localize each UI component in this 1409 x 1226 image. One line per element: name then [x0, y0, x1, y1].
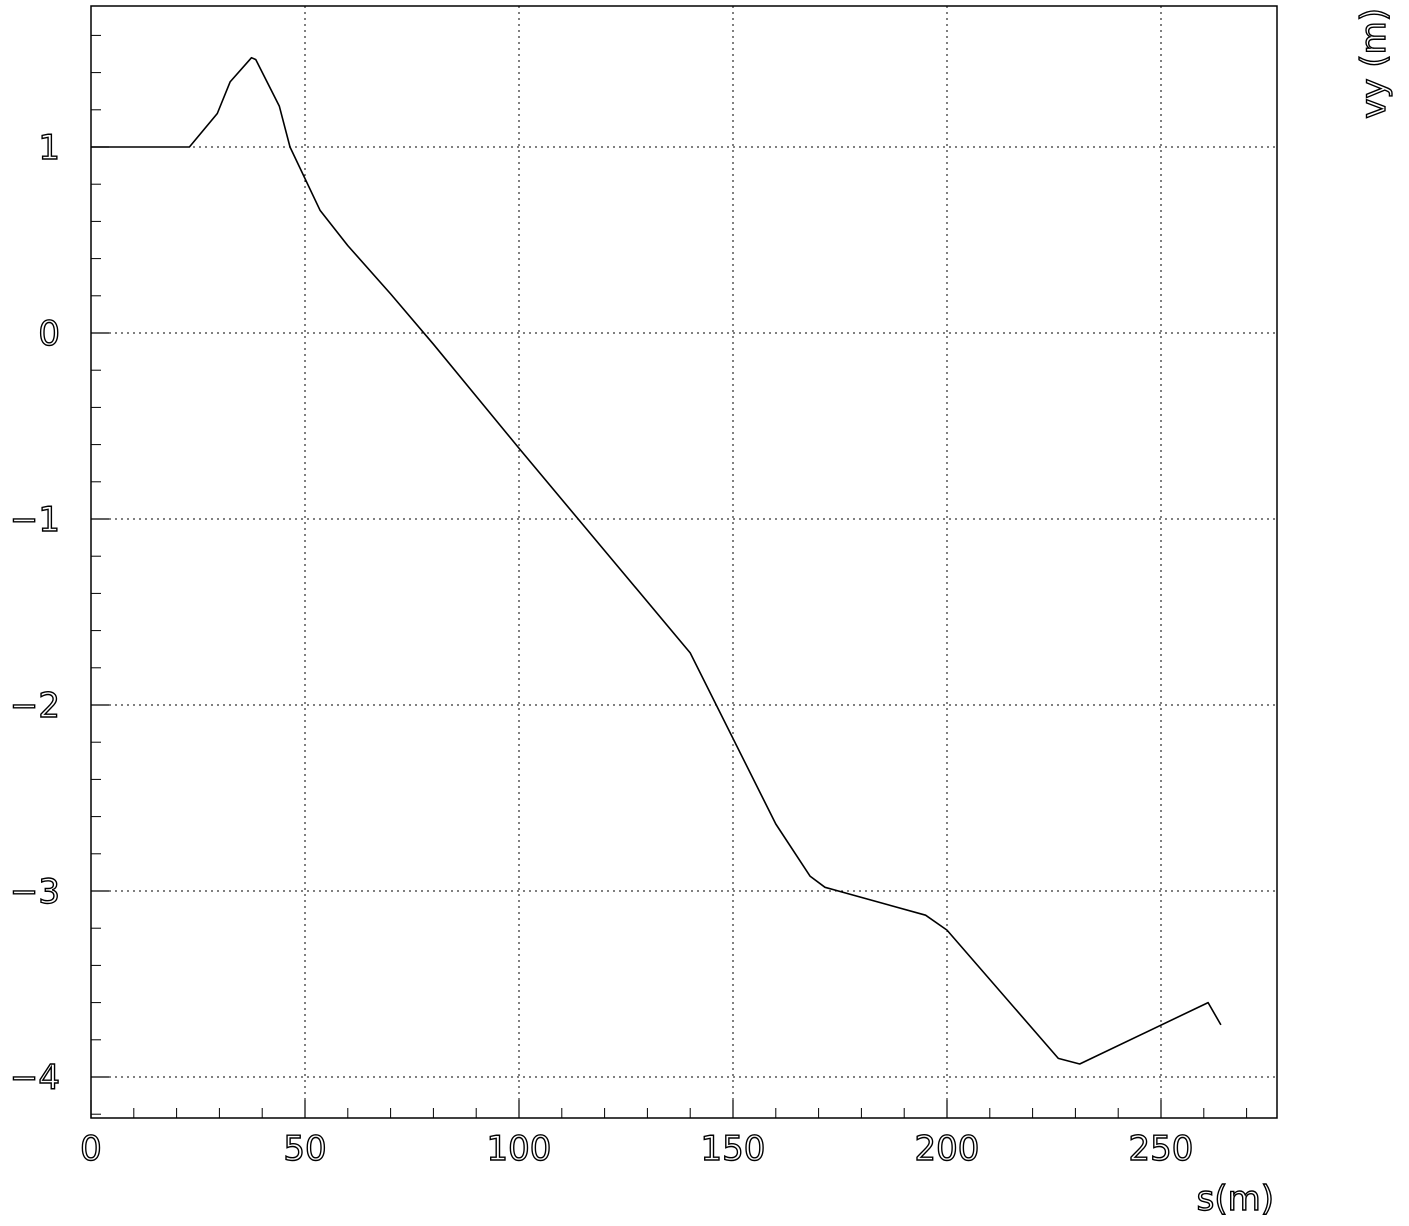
y-tick-label: −4	[10, 1058, 60, 1098]
y-tick-label: −3	[10, 872, 60, 912]
y-tick-labels: 1 0 −1 −2 −3 −4	[9, 127, 61, 1098]
minor-ticks	[90, 34, 1248, 1118]
plot-frame	[90, 5, 1278, 1119]
x-tick-label: 50	[283, 1129, 326, 1169]
series-line	[91, 56, 1222, 1065]
x-tick-label: 0	[80, 1129, 102, 1169]
x-axis-label: s(m)	[1197, 1179, 1274, 1219]
y-tick-label: 0	[38, 314, 60, 354]
y-tick-label: −1	[10, 500, 60, 540]
x-tick-label: 150	[701, 1129, 766, 1169]
y-tick-label: −2	[10, 686, 60, 726]
series-layer	[91, 56, 1222, 1065]
grid-lines	[91, 6, 1277, 1118]
x-tick-label: 250	[1129, 1129, 1194, 1169]
x-tick-label: 100	[487, 1129, 552, 1169]
y-tick-label: 1	[38, 128, 60, 168]
x-tick-label: 200	[915, 1129, 980, 1169]
y-axis-label: vy (m)	[1354, 8, 1394, 119]
x-tick-labels: 0 50 100 150 200 250	[79, 1128, 1194, 1169]
